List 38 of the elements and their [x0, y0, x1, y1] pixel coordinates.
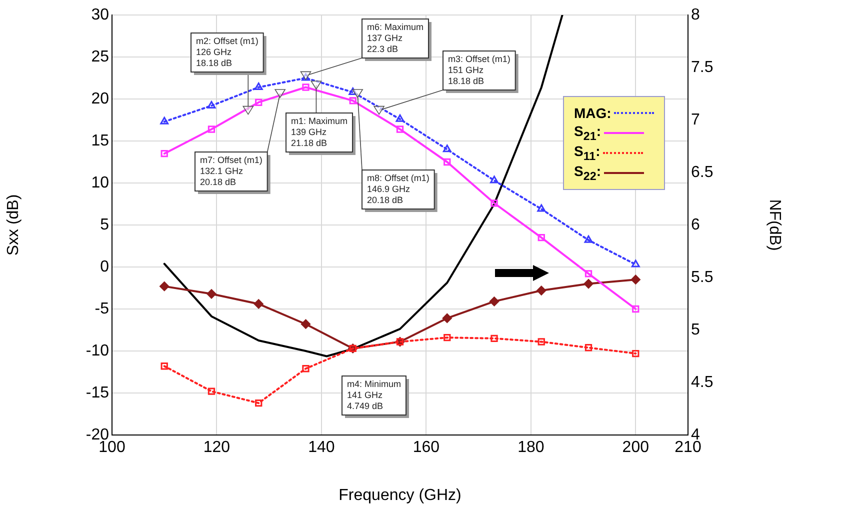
annotation: m8: Offset (m1) 146.9 GHz 20.18 dB	[367, 172, 430, 205]
y2-tick-label: 5.5	[691, 268, 714, 286]
y2-tick-label: 4.5	[691, 374, 714, 391]
annotation: m2: Offset (m1) 126 GHz 18.18 dB	[196, 36, 258, 68]
x-tick-label: 160	[412, 439, 440, 456]
annotation: m7: Offset (m1) 132.1 GHz 20.18 dB	[200, 154, 262, 187]
y2-tick-label: 8	[691, 6, 700, 24]
y2-tick-label: 5	[691, 321, 700, 338]
y-tick-label: 30	[91, 6, 110, 24]
legend-label: MAG:	[574, 105, 612, 121]
x-tick-label: 140	[308, 439, 335, 456]
legend-label: S$_{21}$:	[574, 123, 601, 143]
y-tick-label: -15	[86, 384, 110, 402]
y2-tick-label: 7.5	[691, 58, 714, 76]
y-tick-label: -10	[86, 342, 110, 360]
legend-label: S$_{11}$:	[574, 143, 600, 163]
annotation: m4: Minimum 141 GHz 4.749 dB	[347, 378, 402, 411]
y-tick-label: 15	[91, 132, 110, 150]
y-tick-label: 0	[100, 258, 110, 276]
x-tick-label: 200	[622, 439, 650, 456]
x-tick-label: 100	[98, 439, 126, 456]
y-tick-label: -5	[94, 300, 110, 318]
annotation: m6: Maximum 137 GHz 22.3 dB	[367, 22, 424, 54]
y2-tick-label: 7	[691, 111, 700, 128]
y2-tick-label: 6	[691, 216, 700, 234]
y-tick-label: 25	[91, 48, 110, 66]
annotation: m3: Offset (m1) 151 GHz 18.18 dB	[448, 54, 510, 86]
legend-label: S$_{22}$:	[574, 163, 601, 183]
x-axis-title: Frequency (GHz)	[338, 486, 462, 504]
y2-tick-label: 6.5	[691, 164, 714, 181]
x-tick-label: 180	[518, 439, 544, 456]
y-axis-title: Sxx (dB)	[5, 194, 22, 256]
y-tick-label: 5	[100, 216, 110, 234]
x-tick-label: 120	[203, 439, 230, 456]
y2-axis-title: NF(dB)	[766, 199, 783, 251]
annotation: m1: Maximum 139 GHz 21.18 dB	[291, 116, 348, 148]
y-tick-label: 10	[91, 174, 110, 192]
y-tick-label: 20	[91, 90, 110, 108]
